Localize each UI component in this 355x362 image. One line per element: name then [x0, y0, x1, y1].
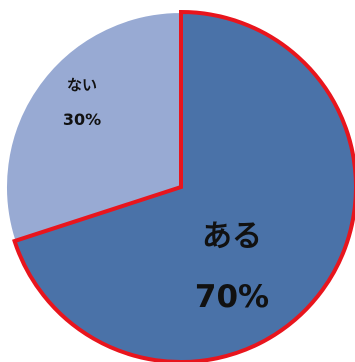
- slice-label-nai: ない: [67, 76, 97, 94]
- pie-slices: [6, 12, 355, 362]
- slice-label-aru: ある: [202, 219, 262, 254]
- pie-slice-aru: [14, 12, 355, 362]
- pie-slice-nai: [6, 12, 182, 242]
- pie-slice-outline-aru: [12, 9, 355, 362]
- slice-percent-aru: 70%: [195, 279, 269, 315]
- slice-percent-nai: 30%: [63, 110, 101, 129]
- pie-slice-outlines: [5, 9, 355, 362]
- pie-slice-outline-nai: [5, 10, 182, 243]
